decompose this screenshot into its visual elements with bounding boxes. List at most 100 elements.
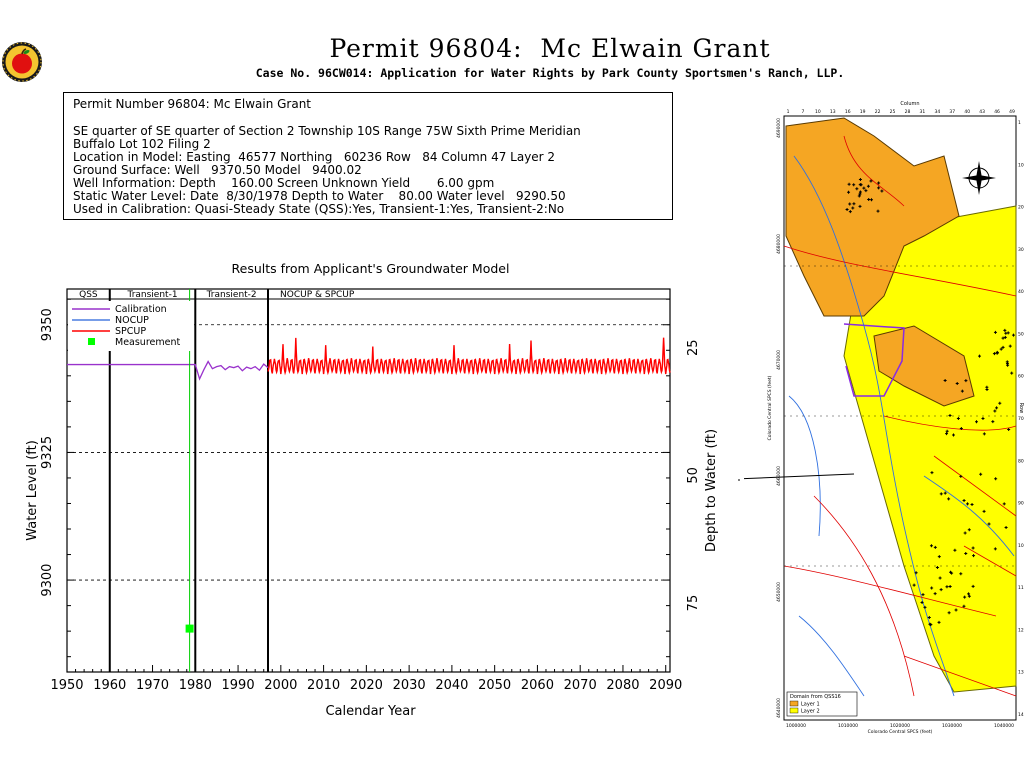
map-well-marker: [1003, 328, 1007, 332]
map-well-marker: [923, 605, 927, 609]
map-x-tick: 1040000: [994, 723, 1014, 729]
map-x-tick: 1010000: [838, 723, 858, 729]
map-row-tick: 90: [1018, 501, 1024, 507]
map-well-marker: [967, 592, 971, 596]
period-label: Transient-2: [206, 290, 257, 300]
map-row-tick: 110: [1018, 585, 1024, 591]
map-well-marker: [914, 571, 918, 575]
map-road: [903, 655, 1017, 697]
map-well-marker: [858, 177, 862, 181]
map-layer1-region: [785, 117, 960, 317]
map-y-tick: 4640000: [776, 698, 782, 718]
well-pointer-line: [744, 473, 855, 480]
map-road: [813, 495, 915, 697]
map-model-outline: [843, 323, 905, 397]
map-well-marker: [993, 330, 997, 334]
map-x-label: Colorado Central SPCS (feet): [868, 729, 933, 735]
map-well-marker: [1002, 502, 1006, 506]
y2-axis-label: Depth to Water (ft): [704, 429, 719, 552]
map-well-marker: [995, 406, 999, 410]
y2-tick-label: 75: [686, 595, 701, 612]
map-well-marker: [966, 502, 970, 506]
map-well-marker: [939, 492, 943, 496]
map-well-marker: [955, 381, 959, 385]
map-river: [788, 395, 821, 537]
map-well-marker: [947, 497, 951, 501]
map-col-tick: 22: [875, 109, 881, 115]
map-well-marker: [981, 416, 985, 420]
series-spcup-line: [267, 337, 671, 376]
y2-tick-label: 50: [686, 467, 701, 484]
map-well-marker: [971, 546, 975, 550]
legend-entry: Calibration: [115, 304, 167, 315]
map-well-marker: [979, 472, 983, 476]
map-row-tick: 20: [1018, 205, 1024, 211]
model-domain-map: 1 7 10 13 16 19 22 25 28 31 34 37 40 43 46 49Column1102…: [744, 101, 1024, 735]
map-well-marker: [921, 593, 925, 597]
page-title: Permit 96804: Mc Elwain Grant: [329, 34, 771, 63]
x-tick-label: 2020: [350, 678, 383, 693]
y-tick-label: 9350: [40, 308, 55, 341]
map-x-tick: 1030000: [942, 723, 962, 729]
map-col-tick: 31: [920, 109, 926, 115]
map-col-tick: 1: [787, 109, 790, 115]
map-y-tick: 4670000: [776, 350, 782, 370]
map-x-tick: 1000000: [786, 723, 806, 729]
map-well-marker: [876, 209, 880, 213]
map-well-marker: [1001, 336, 1005, 340]
x-tick-label: 1970: [136, 678, 169, 693]
map-col-tick: 40: [964, 109, 970, 115]
x-tick-label: 1990: [222, 678, 255, 693]
map-well-marker: [933, 592, 937, 596]
map-well-marker: [954, 608, 958, 612]
map-well-marker: [869, 179, 873, 183]
map-road: [783, 245, 1017, 297]
map-well-marker: [967, 594, 971, 598]
map-road: [843, 135, 905, 207]
map-well-marker: [967, 528, 971, 532]
map-row-tick: 50: [1018, 331, 1024, 337]
x-tick-label: 1950: [50, 678, 83, 693]
map-well-marker: [998, 401, 1002, 405]
map-well-marker: [994, 477, 998, 481]
map-y-tick: 4650000: [776, 582, 782, 602]
map-col-tick: 7: [801, 109, 804, 115]
map-well-marker: [948, 413, 952, 417]
map-well-marker: [858, 204, 862, 208]
map-well-marker: [1011, 333, 1015, 337]
map-well-marker: [845, 208, 849, 212]
map-road: [783, 565, 997, 617]
map-well-marker: [962, 498, 966, 502]
map-well-marker: [1004, 526, 1008, 530]
map-row-label: Row: [1018, 403, 1024, 413]
measurement-marker: [185, 624, 194, 633]
plot-frame: [66, 288, 671, 673]
map-well-marker: [959, 427, 963, 431]
x-tick-label: 2080: [606, 678, 639, 693]
map-well-marker: [964, 552, 968, 556]
map-well-marker: [956, 416, 960, 420]
map-well-marker: [999, 347, 1003, 351]
map-well-marker: [912, 583, 916, 587]
map-well-marker: [963, 595, 967, 599]
map-well-marker: [1004, 331, 1008, 335]
map-col-tick: 28: [905, 109, 911, 115]
y-axis-label: Water Level (ft): [25, 440, 40, 541]
map-row-tick: 70: [1018, 416, 1024, 422]
map-well-marker: [985, 388, 989, 392]
period-label: Transient-1: [127, 290, 178, 300]
map-well-marker: [937, 620, 941, 624]
map-well-marker: [982, 432, 986, 436]
map-well-marker: [852, 183, 856, 187]
map-row-tick: 10: [1018, 162, 1024, 168]
map-col-tick: 19: [860, 109, 866, 115]
map-well-marker: [1006, 363, 1010, 367]
x-tick-label: 2070: [564, 678, 597, 693]
map-y-tick: 4660000: [776, 466, 782, 486]
map-well-marker: [943, 378, 947, 382]
legend-entry: NOCUP: [115, 315, 149, 326]
map-legend-swatch: [789, 707, 799, 714]
map-well-marker: [963, 531, 967, 535]
map-well-marker: [866, 184, 870, 188]
info-model-location: Location in Model: Easting 46577 Northin…: [73, 150, 556, 164]
